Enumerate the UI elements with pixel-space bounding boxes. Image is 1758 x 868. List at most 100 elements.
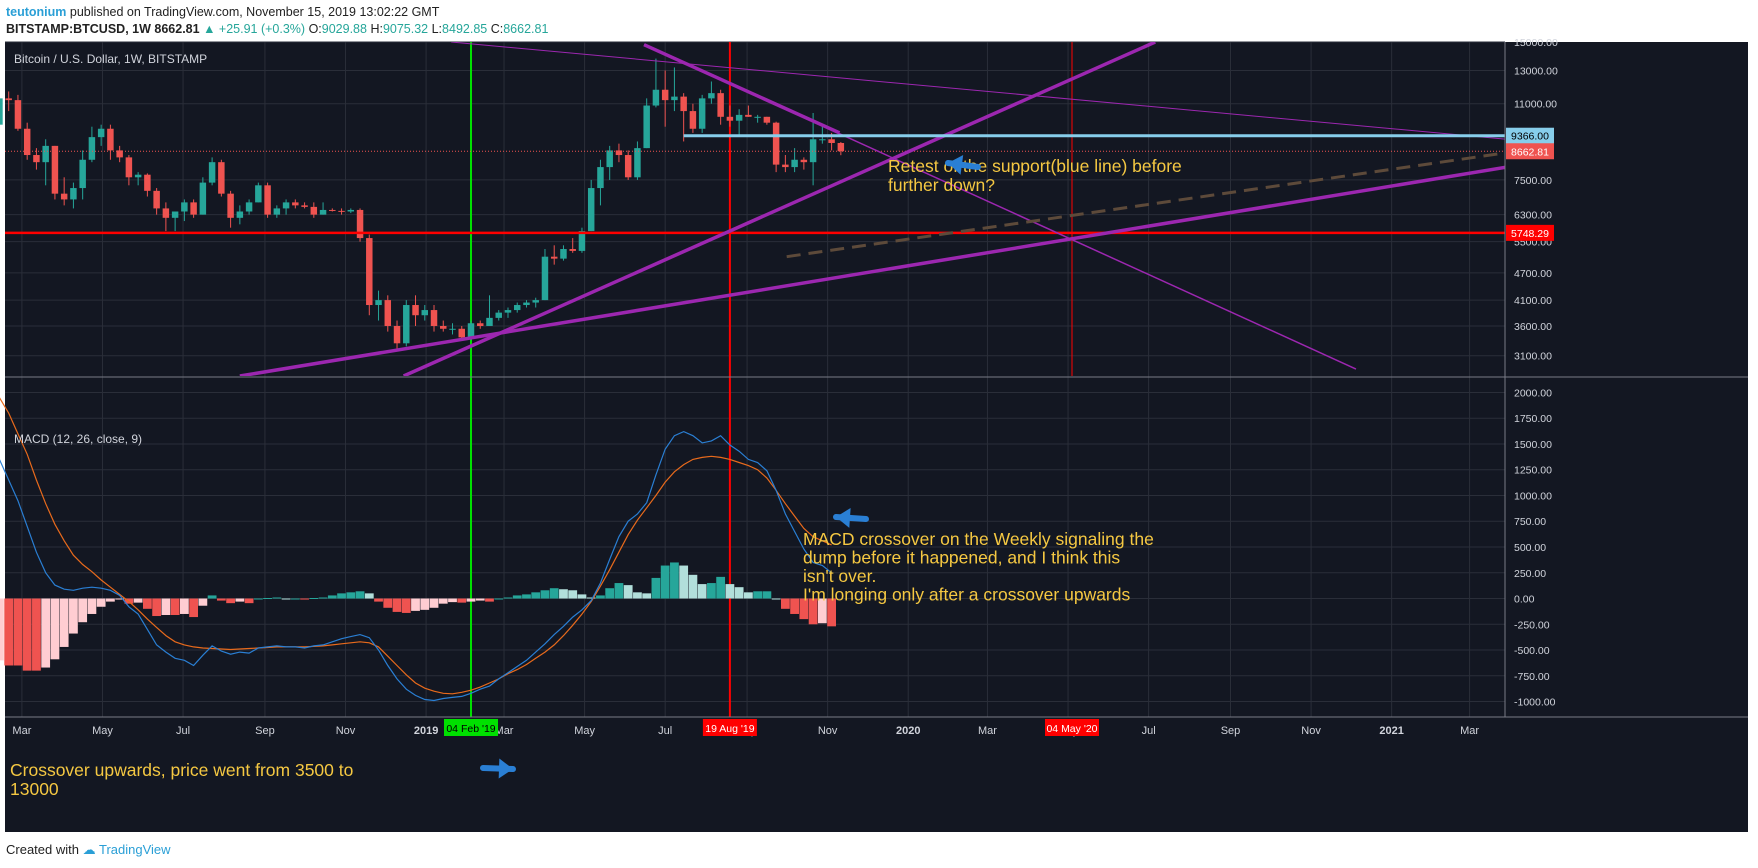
macd-histogram-bar — [96, 598, 106, 607]
macd-histogram-bar — [216, 598, 226, 601]
candle-body — [70, 188, 77, 200]
macd-histogram-bar — [50, 598, 60, 660]
candle-body — [735, 114, 743, 121]
candle-body — [356, 209, 364, 239]
high-value: 9075.32 — [382, 22, 429, 36]
macd-histogram-bar — [411, 598, 420, 611]
candle-body — [190, 202, 197, 215]
macd-tick-label: 750.00 — [1514, 516, 1546, 528]
candle-body — [97, 128, 105, 138]
x-tick-label: Nov — [336, 725, 356, 737]
macd-histogram-bar — [355, 591, 365, 599]
macd-tick-label: -1000.00 — [1514, 697, 1556, 709]
macd-histogram-bar — [808, 598, 818, 625]
candle-body — [449, 328, 456, 330]
candle-body — [273, 208, 281, 215]
macd-histogram-bar — [170, 598, 180, 615]
support-retest-annotation: further down? — [888, 175, 995, 195]
candle-body — [440, 325, 447, 329]
price-tick-label: 4700.00 — [1514, 268, 1552, 280]
candle-body — [134, 174, 142, 178]
open-label: O: — [308, 22, 322, 36]
macd-histogram-bar — [540, 590, 550, 599]
macd-histogram-bar — [780, 598, 790, 609]
candle-body — [643, 105, 650, 149]
candle-body — [486, 317, 493, 326]
candle-body — [208, 162, 216, 183]
candle-body — [144, 174, 151, 191]
candle-body — [375, 300, 382, 306]
candle-body — [661, 89, 669, 101]
macd-histogram-bar — [596, 595, 605, 599]
candle-body — [671, 96, 678, 101]
candle-body — [708, 93, 715, 99]
tradingview-link[interactable]: TradingView — [99, 842, 171, 857]
macd-crossover-annotation: dump before it happened, and I think thi… — [803, 548, 1120, 568]
symbol-name: BITSTAMP:BTCUSD, 1W — [6, 22, 151, 36]
price-tick-label: 13000.00 — [1514, 65, 1558, 77]
candle-body — [319, 209, 327, 215]
macd-histogram-bar — [549, 588, 559, 599]
candle-body — [227, 193, 234, 218]
candle-body — [458, 328, 465, 338]
macd-histogram-bar — [189, 598, 199, 618]
macd-tick-label: 1250.00 — [1514, 465, 1552, 477]
date-marker-label: 04 May '20 — [1046, 723, 1097, 735]
candle-body — [689, 111, 697, 129]
high-label: H: — [370, 22, 383, 36]
candle-body — [698, 98, 706, 129]
ascending-trendline-steep — [402, 42, 1156, 376]
macd-histogram-bar — [771, 598, 781, 600]
ascending-trendline-shallow — [239, 165, 1505, 376]
macd-histogram-bar — [401, 598, 411, 613]
macd-histogram-bar — [374, 598, 383, 602]
x-tick-label: 2021 — [1379, 725, 1403, 737]
x-tick-label: Jul — [1142, 725, 1156, 737]
candle-body — [60, 193, 68, 200]
candle-body — [393, 325, 401, 344]
x-tick-label: Mar — [495, 725, 514, 737]
macd-histogram-bar — [485, 598, 494, 602]
candle-body — [615, 150, 623, 156]
candle-body — [23, 128, 31, 156]
drawings-layer — [5, 42, 1505, 376]
candle-body — [116, 150, 123, 158]
candle-body — [541, 256, 549, 301]
author-link[interactable]: teutonium — [6, 5, 67, 19]
macd-histogram-bar — [623, 585, 633, 599]
candle-body — [828, 139, 835, 143]
candle-body — [634, 148, 641, 178]
price-drawings — [239, 42, 1505, 376]
macd-tick-label: -500.00 — [1514, 645, 1550, 657]
candle-body — [477, 323, 484, 326]
macd-histogram-bar — [753, 591, 763, 599]
macd-histogram-bar — [716, 576, 726, 599]
candle-body — [310, 206, 318, 215]
macd-tick-label: 2000.00 — [1514, 387, 1552, 399]
price-chart-title: Bitcoin / U.S. Dollar, 1W, BITSTAMP — [14, 52, 207, 66]
close-value: 8662.81 — [503, 22, 549, 36]
descending-trendline-thin — [643, 43, 1357, 370]
price-badge — [1506, 143, 1554, 160]
macd-histogram-bar — [586, 597, 596, 599]
macd-histogram-bar — [725, 584, 735, 599]
macd-histogram-bar — [13, 598, 23, 666]
macd-tick-label: -250.00 — [1514, 619, 1550, 631]
macd-histogram-bar — [494, 598, 504, 600]
price-badge — [1506, 224, 1554, 241]
macd-histogram-bar — [392, 598, 402, 612]
macd-histogram-bar — [697, 584, 707, 599]
candle-body — [421, 310, 429, 316]
macd-histogram-bar — [679, 565, 689, 599]
candle-body — [338, 210, 345, 212]
macd-histogram-bar — [762, 591, 772, 599]
macd-histogram-bar — [69, 598, 78, 634]
price-tick-label: 11000.00 — [1514, 99, 1557, 111]
macd-histogram-bar — [466, 598, 476, 602]
candle-body — [791, 159, 798, 168]
macd-histogram-bar — [503, 597, 513, 599]
macd-histogram-bar — [235, 598, 245, 602]
long-descending-trendline — [451, 42, 1505, 140]
candle-body — [819, 139, 826, 141]
